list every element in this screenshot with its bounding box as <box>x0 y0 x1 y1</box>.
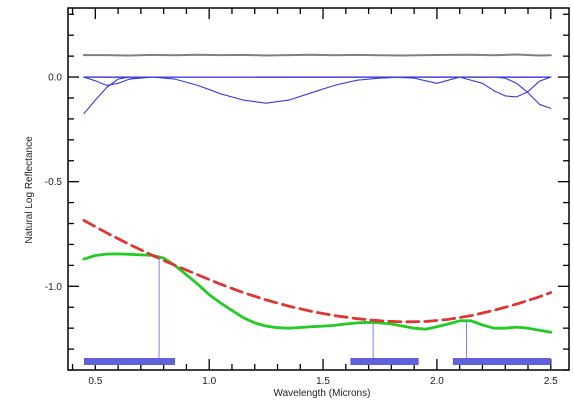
series-gaussian-6 <box>493 76 552 109</box>
x-axis-label: Wavelength (Microns) <box>274 388 371 398</box>
plot-border <box>67 7 570 371</box>
x-tick-label: 2.5 <box>544 376 558 387</box>
series-continuum <box>82 219 553 324</box>
x-tick-label: 1.5 <box>316 376 330 387</box>
series-layer <box>82 53 553 334</box>
y-axis-label: Natural Log Reflectance <box>24 136 35 244</box>
series-gaussian-1 <box>83 76 256 115</box>
band-range-bar <box>452 358 551 365</box>
x-tick-label: 2.0 <box>430 376 444 387</box>
x-axis: 0.5 1.0 1.5 2.0 2.5 <box>71 8 558 387</box>
plot-frame <box>67 7 570 371</box>
y-tick-label: -1.0 <box>45 282 63 293</box>
y-tick-label: 0.0 <box>48 73 62 84</box>
series-gaussian-3 <box>128 76 404 104</box>
series-gaussian-4 <box>390 76 461 84</box>
band-range-bar <box>350 358 419 365</box>
x-tick-label: 1.0 <box>202 376 216 387</box>
series-gaussian-5 <box>459 76 552 98</box>
series-residual <box>82 53 552 57</box>
band-layer <box>83 256 551 365</box>
band-range-bar <box>83 358 176 365</box>
x-tick-label: 0.5 <box>88 376 102 387</box>
y-axis: 0.0 -0.5 -1.0 <box>45 13 569 371</box>
y-tick-label: -0.5 <box>45 177 63 188</box>
series-spectrum <box>82 252 553 334</box>
